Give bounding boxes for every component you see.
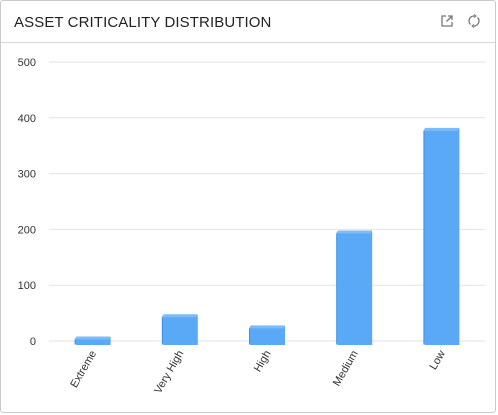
bar-medium[interactable] xyxy=(336,230,373,345)
bar-very-high[interactable] xyxy=(161,314,198,345)
y-tick-label: 500 xyxy=(18,57,36,69)
x-axis-ticks: Extreme Very High High Medium Low xyxy=(68,348,448,395)
x-tick-label: Extreme xyxy=(68,349,99,390)
bar-front xyxy=(337,231,373,345)
bar-extreme[interactable] xyxy=(74,336,111,345)
bar-front xyxy=(75,337,111,345)
x-tick-label: Medium xyxy=(331,349,361,389)
bar-front xyxy=(250,326,285,345)
bar-high[interactable] xyxy=(249,325,285,345)
bar-chart: 0 100 200 300 400 500 Extreme Very High High Med… xyxy=(18,57,485,396)
x-tick-label: High xyxy=(252,349,274,375)
y-tick-label: 0 xyxy=(30,336,36,348)
y-tick-label: 100 xyxy=(18,280,36,292)
bar-front xyxy=(162,315,198,345)
y-tick-label: 300 xyxy=(18,169,36,181)
bar-top xyxy=(161,314,198,318)
bar-top xyxy=(249,325,285,329)
bar-top xyxy=(74,336,111,340)
gridlines xyxy=(49,61,485,342)
x-tick-label: Very High xyxy=(152,349,186,396)
bar-low[interactable] xyxy=(423,127,460,346)
y-tick-label: 400 xyxy=(18,113,36,125)
widget-header: ASSET CRITICALITY DISTRIBUTION xyxy=(1,1,495,43)
bar-front xyxy=(424,128,460,345)
widget-title: ASSET CRITICALITY DISTRIBUTION xyxy=(14,14,272,31)
x-tick-label: Low xyxy=(428,348,449,372)
bars xyxy=(74,127,460,346)
bar-top xyxy=(423,127,460,131)
popout-icon[interactable] xyxy=(439,13,455,29)
refresh-icon[interactable] xyxy=(466,13,482,29)
y-axis-ticks: 0 100 200 300 400 500 xyxy=(18,57,36,348)
bar-top xyxy=(336,230,373,234)
y-tick-label: 200 xyxy=(18,224,36,236)
